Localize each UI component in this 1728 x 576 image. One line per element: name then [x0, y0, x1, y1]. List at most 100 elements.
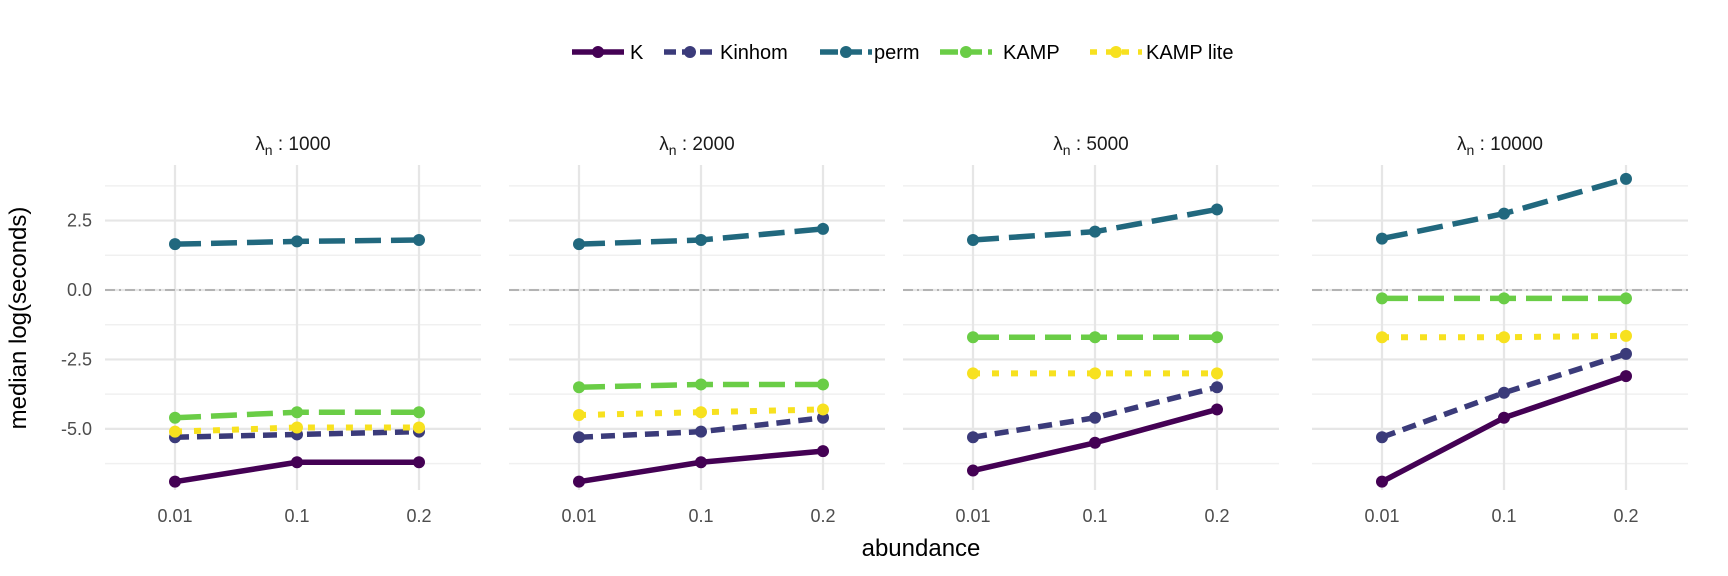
- data-point: [817, 403, 829, 416]
- data-point: [1498, 386, 1510, 399]
- data-point: [1089, 331, 1101, 344]
- data-point: [291, 406, 303, 419]
- x-tick-label: 0.1: [1491, 506, 1516, 526]
- data-point: [1620, 347, 1632, 360]
- x-tick-label: 0.1: [284, 506, 309, 526]
- data-point: [817, 411, 829, 424]
- x-tick-label: 0.2: [406, 506, 431, 526]
- y-axis-title: median log(seconds): [5, 207, 32, 430]
- x-tick-label: 0.01: [955, 506, 990, 526]
- data-point: [967, 331, 979, 344]
- data-point: [1498, 331, 1510, 344]
- y-tick-label: 2.5: [67, 211, 92, 231]
- legend-key-point: [840, 46, 852, 58]
- data-point: [573, 431, 585, 444]
- data-point: [1089, 436, 1101, 449]
- legend-item: K: [572, 42, 644, 64]
- series-line-kamp-lite: [578, 406, 824, 418]
- y-tick-label: -2.5: [61, 349, 92, 369]
- legend-label: KAMP lite: [1146, 42, 1233, 64]
- facet-panel: λn : 5000 0.01 0.1 0.2: [903, 134, 1279, 526]
- y-axis: 2.5 0.0 -2.5 -5.0: [61, 211, 92, 439]
- data-point: [169, 425, 181, 438]
- series-line-kamp-lite: [1382, 332, 1627, 341]
- data-point: [967, 234, 979, 246]
- x-tick-label: 0.1: [688, 506, 713, 526]
- x-tick-label: 0.1: [1082, 506, 1107, 526]
- legend-key-point: [960, 46, 972, 58]
- data-point: [291, 456, 303, 469]
- facet-strip-label: λn : 10000: [1457, 134, 1543, 158]
- y-tick-label: 0.0: [67, 280, 92, 300]
- legend-label: Kinhom: [720, 42, 788, 64]
- x-tick-label: 0.2: [810, 506, 835, 526]
- data-point: [573, 238, 585, 251]
- data-point: [169, 475, 181, 488]
- data-point: [1620, 329, 1632, 342]
- facet-panel: λn : 10000 0.01 0.1 0.2: [1312, 134, 1688, 526]
- x-tick-label: 0.01: [157, 506, 192, 526]
- data-point: [1211, 381, 1223, 394]
- data-point: [413, 406, 425, 419]
- data-point: [1498, 292, 1510, 305]
- legend-label: KAMP: [1003, 42, 1060, 64]
- data-point: [695, 378, 707, 391]
- data-point: [817, 445, 829, 458]
- data-point: [573, 409, 585, 421]
- legend-item: KAMP: [940, 42, 1060, 64]
- data-point: [291, 235, 303, 248]
- data-point: [1211, 203, 1223, 216]
- data-point: [413, 234, 425, 246]
- legend-key-point: [684, 46, 696, 58]
- data-point: [1620, 370, 1632, 383]
- data-point: [695, 425, 707, 438]
- data-point: [1211, 367, 1223, 380]
- legend-item: perm: [820, 42, 920, 64]
- data-point: [1376, 292, 1388, 305]
- data-point: [1211, 331, 1223, 344]
- legend-item: KAMP lite: [1090, 42, 1233, 64]
- x-axis-title: abundance: [862, 535, 981, 562]
- data-point: [695, 406, 707, 419]
- data-point: [1498, 207, 1510, 220]
- x-tick-label: 0.2: [1613, 506, 1638, 526]
- data-point: [967, 464, 979, 477]
- data-point: [573, 381, 585, 394]
- data-point: [1089, 367, 1101, 380]
- data-point: [695, 234, 707, 246]
- facet-panel: λn : 1000 0.01 0.1 0.2: [105, 134, 481, 526]
- data-point: [413, 421, 425, 434]
- data-point: [169, 238, 181, 251]
- facet-strip-label: λn : 5000: [1053, 134, 1128, 158]
- data-point: [1211, 403, 1223, 416]
- data-point: [1376, 331, 1388, 344]
- y-tick-label: -5.0: [61, 419, 92, 439]
- data-point: [413, 456, 425, 469]
- legend: K Kinhom perm KAMP KAMP lite: [572, 42, 1233, 64]
- series-line-kamp-lite: [174, 424, 419, 435]
- data-point: [291, 421, 303, 434]
- data-point: [817, 378, 829, 391]
- legend-key-point: [592, 46, 604, 58]
- data-point: [1620, 292, 1632, 305]
- x-tick-label: 0.01: [1364, 506, 1399, 526]
- legend-key-point: [1110, 46, 1122, 58]
- data-point: [695, 456, 707, 469]
- data-point: [967, 431, 979, 444]
- data-point: [1089, 225, 1101, 238]
- data-point: [817, 222, 829, 235]
- data-point: [1376, 431, 1388, 444]
- data-point: [1376, 475, 1388, 488]
- facet-panel: λn : 2000 0.01 0.1 0.2: [509, 134, 885, 526]
- data-point: [169, 411, 181, 424]
- data-point: [1620, 172, 1632, 185]
- data-point: [1498, 411, 1510, 424]
- data-point: [573, 475, 585, 488]
- facet-strip-label: λn : 2000: [659, 134, 734, 158]
- data-point: [1089, 411, 1101, 424]
- legend-label: K: [630, 42, 644, 64]
- facet-strip-label: λn : 1000: [255, 134, 330, 158]
- x-tick-label: 0.2: [1204, 506, 1229, 526]
